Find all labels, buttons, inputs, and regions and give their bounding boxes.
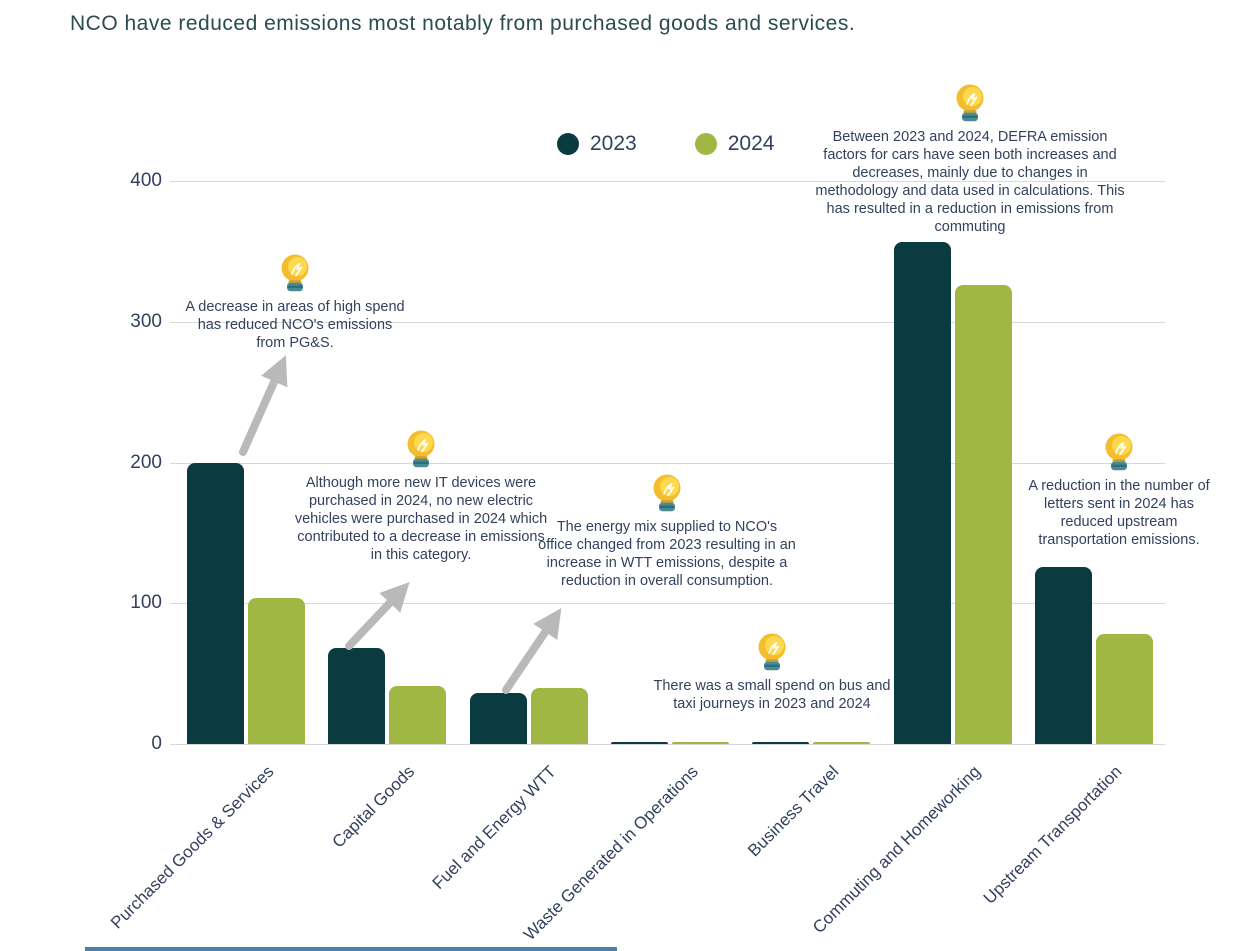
bar-2023 [186, 462, 244, 744]
lightbulb-icon [407, 430, 435, 468]
y-tick-label: 300 [130, 310, 162, 332]
lightbulb-icon [653, 474, 681, 512]
bar-2023 [611, 741, 668, 744]
bar-2023 [1035, 566, 1093, 744]
legend-label-2023: 2023 [590, 132, 637, 155]
legend: 2023 2024 [557, 132, 774, 156]
bar-2023 [752, 741, 810, 744]
annotation-text: There was a small spend on bus and taxi … [653, 678, 891, 712]
x-axis-label: Capital Goods [328, 762, 419, 852]
bar-2023 [469, 693, 527, 744]
legend-item-2023: 2023 [557, 132, 637, 156]
annotation-text: A decrease in areas of high spend has re… [185, 299, 405, 351]
lightbulb-icon [1105, 433, 1133, 471]
bar-2024 [813, 741, 871, 744]
lightbulb-icon [281, 254, 309, 292]
y-tick-label: 100 [130, 592, 162, 614]
gridline [170, 321, 1165, 323]
gridline [170, 181, 1165, 182]
x-axis-label: Fuel and Energy WTT [428, 762, 561, 894]
bar-2024 [530, 687, 588, 744]
legend-swatch-2023-icon [557, 133, 579, 155]
bar-2023 [893, 241, 951, 744]
x-axis-label: Purchased Goods & Services [106, 762, 278, 933]
gridline [170, 744, 1165, 745]
y-tick-label: 400 [130, 170, 162, 191]
x-axis-label: Upstream Transportation [980, 762, 1126, 908]
annotation-arrow [345, 582, 410, 650]
bar-2024 [1096, 634, 1154, 744]
annotation-fuel-energy-wtt: The energy mix supplied to NCO's office … [538, 474, 796, 591]
bar-2024 [672, 742, 729, 744]
annotation-capital-goods: Although more new IT devices were purcha… [292, 430, 550, 565]
annotation-pgs: A decrease in areas of high spend has re… [182, 254, 408, 353]
lightbulb-icon [758, 633, 786, 671]
annotation-text: A reduction in the number of letters sen… [1028, 478, 1210, 548]
legend-label-2024: 2024 [727, 132, 775, 155]
annotation-text: Between 2023 and 2024, DEFRA emission fa… [815, 129, 1125, 235]
annotation-text: The energy mix supplied to NCO's office … [538, 519, 796, 589]
gridline [170, 603, 1165, 605]
bottom-cutoff-bar [85, 947, 617, 951]
bar-2023 [328, 648, 386, 744]
lightbulb-icon [956, 84, 984, 122]
y-tick-label: 0 [151, 733, 162, 754]
legend-swatch-2024-icon [694, 133, 717, 155]
bar-2024 [954, 285, 1012, 744]
bar-2024 [389, 686, 447, 744]
gridline [170, 462, 1165, 464]
annotation-arrow [502, 608, 562, 694]
x-axis-label: Commuting and Homeworking [809, 762, 985, 938]
annotation-business-travel: There was a small spend on bus and taxi … [652, 633, 892, 714]
annotation-arrow [239, 355, 288, 456]
chart-title: NCO have reduced emissions most notably … [70, 12, 856, 35]
bar-2024 [247, 597, 305, 744]
legend-item-2024: 2024 [694, 132, 775, 156]
annotation-upstream: A reduction in the number of letters sen… [1016, 433, 1222, 550]
annotation-commuting: Between 2023 and 2024, DEFRA emission fa… [810, 84, 1130, 237]
x-axis-label: Business Travel [744, 762, 843, 861]
y-tick-label: 200 [130, 451, 162, 473]
annotation-text: Although more new IT devices were purcha… [294, 475, 548, 563]
